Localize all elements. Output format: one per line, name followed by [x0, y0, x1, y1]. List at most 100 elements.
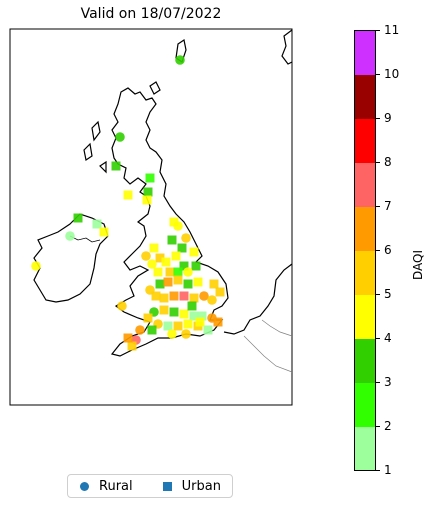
urban-site-marker	[159, 305, 169, 315]
daqi-sites	[31, 55, 225, 351]
urban-site-marker	[123, 190, 133, 200]
hebrides-coast	[83, 120, 107, 174]
urban-site-marker	[155, 253, 165, 263]
urban-site-marker	[179, 309, 189, 319]
legend-urban: Urban	[145, 479, 221, 494]
colorbar-tick-mark	[376, 338, 380, 339]
europe-border-2	[243, 335, 293, 373]
colorbar-tick-label: 6	[384, 243, 392, 257]
colorbar-band-4	[355, 294, 375, 339]
colorbar-tick-label: 5	[384, 287, 392, 301]
urban-site-marker	[191, 261, 201, 271]
urban-site-marker	[73, 213, 83, 223]
urban-site-marker	[142, 195, 152, 205]
urban-site-marker	[173, 267, 183, 277]
shetland-coast	[175, 39, 187, 63]
europe-coast	[223, 263, 293, 335]
legend-urban-label: Urban	[181, 478, 221, 494]
legend-rural-label: Rural	[99, 478, 133, 494]
colorbar-tick-label: 11	[384, 23, 400, 37]
urban-site-marker	[111, 161, 121, 171]
urban-site-marker	[123, 333, 133, 343]
urban-site-marker	[143, 313, 153, 323]
colorbar-band-10	[355, 31, 375, 76]
urban-site-marker	[145, 173, 155, 183]
rural-site-marker	[135, 325, 145, 335]
colorbar-tick-mark	[376, 162, 380, 163]
urban-site-marker	[183, 319, 193, 329]
colorbar-band-5	[355, 250, 375, 295]
colorbar-tick-mark	[376, 206, 380, 207]
urban-site-marker	[169, 291, 179, 301]
urban-site-marker	[197, 311, 207, 321]
rural-site-marker	[173, 221, 183, 231]
rural-site-marker	[147, 259, 157, 269]
urban-site-marker	[177, 243, 187, 253]
colorbar-tick-mark	[376, 118, 380, 119]
rural-site-marker	[175, 55, 185, 65]
urban-site-marker	[187, 301, 197, 311]
colorbar-tick-label: 8	[384, 155, 392, 169]
urban-site-marker	[143, 187, 153, 197]
urban-site-marker	[193, 277, 203, 287]
urban-site-marker	[183, 279, 193, 289]
map-title: Valid on 18/07/2022	[80, 6, 222, 22]
rural-site-marker	[181, 233, 191, 243]
urban-site-marker	[151, 291, 161, 301]
colorbar-band-7	[355, 162, 375, 208]
urban-site-marker	[169, 217, 179, 227]
colorbar-tick-label: 10	[384, 67, 400, 81]
colorbar-tick-label: 9	[384, 111, 392, 125]
urban-site-marker	[155, 279, 165, 289]
urban-site-marker	[169, 307, 179, 317]
colorbar-tick-mark	[376, 294, 380, 295]
legend-rural: Rural	[80, 479, 133, 494]
urban-site-marker	[167, 235, 177, 245]
urban-site-marker	[215, 287, 225, 297]
orkney-coast	[149, 81, 161, 95]
norway-coast	[281, 29, 293, 65]
colorbar-band-8	[355, 118, 375, 164]
urban-site-marker	[189, 247, 199, 257]
colorbar-tick-mark	[376, 382, 380, 383]
rural-site-marker	[141, 251, 151, 261]
colorbar-tick-label: 7	[384, 199, 392, 213]
rural-site-marker	[183, 267, 193, 277]
colorbar-band-9	[355, 74, 375, 120]
urban-site-marker	[153, 267, 163, 277]
colorbar-band-2	[355, 382, 375, 427]
urban-site-marker	[147, 325, 157, 335]
europe-border-1	[261, 319, 293, 337]
colorbar-tick-label: 3	[384, 375, 392, 389]
urban-site-marker	[189, 311, 199, 321]
urban-site-marker	[163, 277, 173, 287]
daqi-colorbar	[354, 30, 376, 471]
rural-site-marker	[65, 231, 75, 241]
urban-site-marker	[213, 317, 223, 327]
rural-site-marker	[31, 261, 41, 271]
colorbar-tick-mark	[376, 470, 380, 471]
rural-site-marker	[181, 329, 191, 339]
colorbar-tick-mark	[376, 250, 380, 251]
coastlines	[33, 29, 293, 373]
urban-site-marker	[173, 275, 183, 285]
urban-site-marker	[165, 267, 175, 277]
colorbar-label: DAQI	[411, 249, 425, 280]
colorbar-tick-mark	[376, 74, 380, 75]
colorbar-tick-label: 1	[384, 463, 392, 477]
urban-site-marker	[99, 227, 109, 237]
colorbar-tick-label: 4	[384, 331, 392, 345]
urban-site-marker	[179, 261, 189, 271]
colorbar-tick-mark	[376, 426, 380, 427]
map-frame	[9, 28, 293, 406]
urban-site-marker	[189, 293, 199, 303]
colorbar-band-1	[355, 426, 375, 471]
colorbar-tick-mark	[376, 30, 380, 31]
urban-site-marker	[173, 321, 183, 331]
rural-site-marker	[167, 329, 177, 339]
colorbar-tick-label: 2	[384, 419, 392, 433]
colorbar-band-3	[355, 338, 375, 383]
legend: Rural Urban	[67, 474, 233, 498]
urban-site-marker	[127, 341, 137, 351]
